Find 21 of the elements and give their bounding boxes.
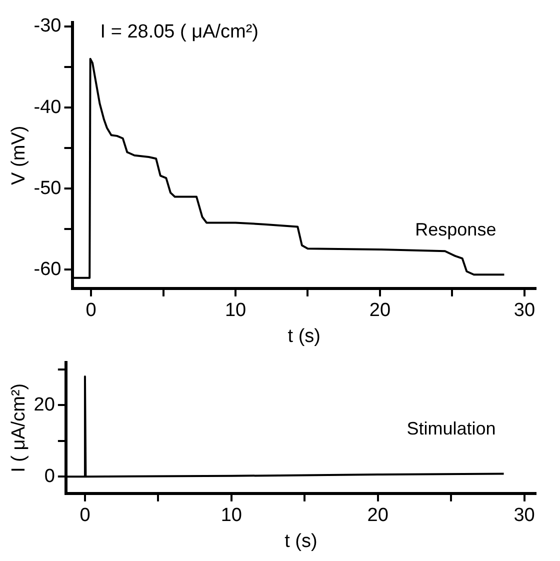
x-tick-label: 0 (80, 505, 90, 526)
x-axis-title: t (s) (284, 530, 318, 552)
y-axis-title: I ( μA/cm²) (8, 383, 30, 472)
y-tick-label: 0 (44, 466, 55, 487)
y-tick-label: -60 (34, 258, 62, 280)
series-label: Stimulation (406, 418, 496, 439)
y-tick-label: 20 (34, 394, 55, 416)
x-tick-label: 20 (369, 300, 391, 322)
x-tick-label: 0 (86, 300, 96, 322)
series-label: Response (415, 220, 496, 240)
y-tick-label: -30 (34, 16, 62, 37)
x-tick-label: 30 (514, 300, 536, 322)
x-tick-label: 10 (220, 505, 242, 526)
x-tick-label: 20 (367, 505, 388, 526)
x-tick-label: 10 (224, 300, 246, 322)
x-axis-title: t (s) (288, 326, 320, 347)
y-tick-label: -40 (34, 96, 62, 118)
y-axis-title: V (mV) (8, 126, 30, 185)
annotation: I = 28.05 ( μA/cm²) (100, 22, 259, 43)
x-tick-label: 30 (514, 505, 535, 526)
y-tick-label: -50 (34, 178, 62, 199)
